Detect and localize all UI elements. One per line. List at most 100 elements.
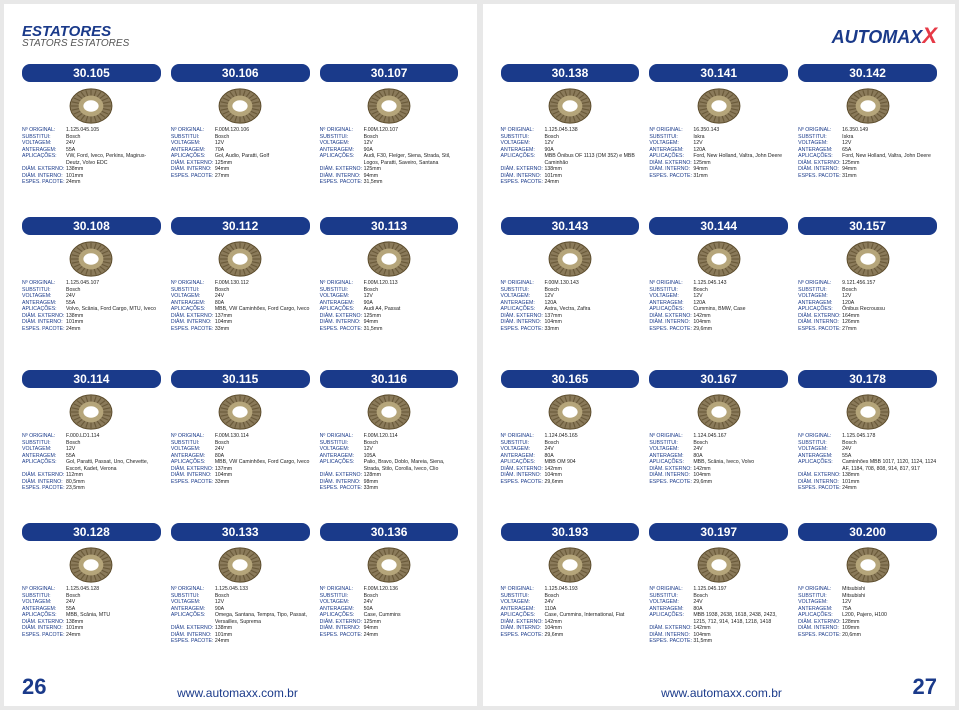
part-specs: Nº ORIGINAL:16.350.149 SUBSTITUI:Iskra V…: [798, 127, 937, 179]
part-specs: Nº ORIGINAL:F.000.LD1.114 SUBSTITUI:Bosc…: [22, 433, 161, 492]
part-cell: 30.128 Nº ORIGINAL:1.125.045.128 SUBSTIT…: [22, 523, 161, 670]
part-specs: Nº ORIGINAL:1.125.045.143 SUBSTITUI:Bosc…: [649, 280, 788, 332]
part-number: 30.141: [649, 64, 788, 82]
label-app: APLICAÇÕES:: [501, 153, 545, 166]
part-specs: Nº ORIGINAL:Mitsubishi SUBSTITUI:Mitsubi…: [798, 586, 937, 638]
part-number: 30.114: [22, 370, 161, 388]
val-app: Palio, Bravo, Doblo, Mareia, Siena, Stra…: [364, 459, 459, 472]
part-number: 30.106: [171, 64, 310, 82]
stator-icon: [844, 86, 892, 126]
part-image: [22, 85, 161, 127]
label-espe: ESPES. PACOTE:: [649, 479, 693, 486]
part-cell: 30.178 Nº ORIGINAL:1.125.045.178 SUBSTIT…: [798, 370, 937, 517]
part-image: [649, 238, 788, 280]
part-cell: 30.138 Nº ORIGINAL:1.125.045.138 SUBSTIT…: [501, 64, 640, 211]
stator-icon: [365, 545, 413, 585]
footer-right: www.automaxx.com.br 27: [501, 674, 938, 700]
part-image: [171, 238, 310, 280]
part-specs: Nº ORIGINAL:F.00M.120.106 SUBSTITUI:Bosc…: [171, 127, 310, 179]
part-image: [320, 238, 459, 280]
header-right: AUTOMAXX: [501, 16, 938, 56]
stator-icon: [695, 545, 743, 585]
part-number: 30.116: [320, 370, 459, 388]
part-number: 30.165: [501, 370, 640, 388]
stator-icon: [216, 545, 264, 585]
part-number: 30.200: [798, 523, 937, 541]
part-number: 30.112: [171, 217, 310, 235]
part-cell: 30.106 Nº ORIGINAL:F.00M.120.106 SUBSTIT…: [171, 64, 310, 211]
part-cell: 30.112 Nº ORIGINAL:F.00M.130.112 SUBSTIT…: [171, 217, 310, 364]
part-number: 30.133: [171, 523, 310, 541]
label-espe: ESPES. PACOTE:: [798, 173, 842, 180]
val-app: Gol, Paratti, Passat, Uno, Chevette, Esc…: [66, 459, 161, 472]
part-cell: 30.197 Nº ORIGINAL:1.125.045.197 SUBSTIT…: [649, 523, 788, 670]
part-cell: 30.141 Nº ORIGINAL:16.350.143 SUBSTITUI:…: [649, 64, 788, 211]
page-left: ESTATORES STATORS ESTATORES 30.105 Nº OR…: [4, 4, 477, 706]
stator-icon: [216, 86, 264, 126]
part-cell: 30.142 Nº ORIGINAL:16.350.149 SUBSTITUI:…: [798, 64, 937, 211]
part-specs: Nº ORIGINAL:F.00M.120.136 SUBSTITUI:Bosc…: [320, 586, 459, 638]
part-cell: 30.143 Nº ORIGINAL:F.00M.130.143 SUBSTIT…: [501, 217, 640, 364]
val-espe: 24mm: [66, 632, 80, 639]
val-app: Caminhões MBB 1017, 1120, 1124, 1124 AF,…: [842, 459, 937, 472]
part-image: [649, 544, 788, 586]
label-app: APLICAÇÕES:: [798, 459, 842, 472]
part-specs: Nº ORIGINAL:1.124.045.167 SUBSTITUI:Bosc…: [649, 433, 788, 485]
part-specs: Nº ORIGINAL:1.124.045.165 SUBSTITUI:Bosc…: [501, 433, 640, 485]
part-specs: Nº ORIGINAL:1.125.045.128 SUBSTITUI:Bosc…: [22, 586, 161, 638]
part-number: 30.144: [649, 217, 788, 235]
val-app: Audi, F30, Fleíger, Siena, Strada, Stil,…: [364, 153, 459, 166]
stator-icon: [546, 239, 594, 279]
label-espe: ESPES. PACOTE:: [649, 173, 693, 180]
part-image: [798, 85, 937, 127]
part-cell: 30.114 Nº ORIGINAL:F.000.LD1.114 SUBSTIT…: [22, 370, 161, 517]
stator-icon: [844, 392, 892, 432]
stator-icon: [67, 239, 115, 279]
logo-x: X: [922, 23, 937, 48]
part-image: [501, 238, 640, 280]
val-espe: 24mm: [545, 179, 559, 186]
val-app: MBB 1938, 2638, 1618, 2438, 2423, 1215, …: [693, 612, 788, 625]
part-cell: 30.133 Nº ORIGINAL:1.125.045.133 SUBSTIT…: [171, 523, 310, 670]
part-cell: 30.105 Nº ORIGINAL:1.125.045.105 SUBSTIT…: [22, 64, 161, 211]
val-espe: 29,6mm: [545, 479, 564, 486]
part-cell: 30.193 Nº ORIGINAL:1.125.045.193 SUBSTIT…: [501, 523, 640, 670]
part-number: 30.115: [171, 370, 310, 388]
label-espe: ESPES. PACOTE:: [320, 632, 364, 639]
label-espe: ESPES. PACOTE:: [320, 485, 364, 492]
val-espe: 33mm: [545, 326, 559, 333]
part-image: [320, 544, 459, 586]
stator-icon: [844, 545, 892, 585]
label-espe: ESPES. PACOTE:: [501, 479, 545, 486]
val-espe: 31mm: [842, 173, 856, 180]
val-espe: 24mm: [66, 326, 80, 333]
part-specs: Nº ORIGINAL:F.00M.130.112 SUBSTITUI:Bosc…: [171, 280, 310, 332]
part-cell: 30.144 Nº ORIGINAL:1.125.045.143 SUBSTIT…: [649, 217, 788, 364]
part-number: 30.107: [320, 64, 459, 82]
label-espe: ESPES. PACOTE:: [501, 179, 545, 186]
val-espe: 24mm: [215, 638, 229, 645]
title-block: ESTATORES STATORS ESTATORES: [22, 24, 129, 49]
label-espe: ESPES. PACOTE:: [22, 632, 66, 639]
footer-url-left: www.automaxx.com.br: [177, 686, 298, 700]
footer-url-right: www.automaxx.com.br: [661, 686, 782, 700]
part-number: 30.108: [22, 217, 161, 235]
label-espe: ESPES. PACOTE:: [22, 179, 66, 186]
label-espe: ESPES. PACOTE:: [22, 326, 66, 333]
label-espe: ESPES. PACOTE:: [320, 326, 364, 333]
stator-icon: [67, 545, 115, 585]
stator-icon: [365, 392, 413, 432]
stator-icon: [695, 392, 743, 432]
page-number-right: 27: [913, 674, 937, 700]
part-cell: 30.165 Nº ORIGINAL:1.124.045.165 SUBSTIT…: [501, 370, 640, 517]
part-cell: 30.108 Nº ORIGINAL:1.125.045.107 SUBSTIT…: [22, 217, 161, 364]
val-espe: 33mm: [215, 479, 229, 486]
part-specs: Nº ORIGINAL:16.350.143 SUBSTITUI:Iskra V…: [649, 127, 788, 179]
label-espe: ESPES. PACOTE:: [22, 485, 66, 492]
label-app: APLICAÇÕES:: [171, 612, 215, 625]
val-app: Omega, Santana, Tempra, Tipo, Passat, Ve…: [215, 612, 310, 625]
header-left: ESTATORES STATORS ESTATORES: [22, 16, 459, 56]
part-number: 30.143: [501, 217, 640, 235]
part-specs: Nº ORIGINAL:F.00M.130.143 SUBSTITUI:Bosc…: [501, 280, 640, 332]
label-espe: ESPES. PACOTE:: [798, 632, 842, 639]
